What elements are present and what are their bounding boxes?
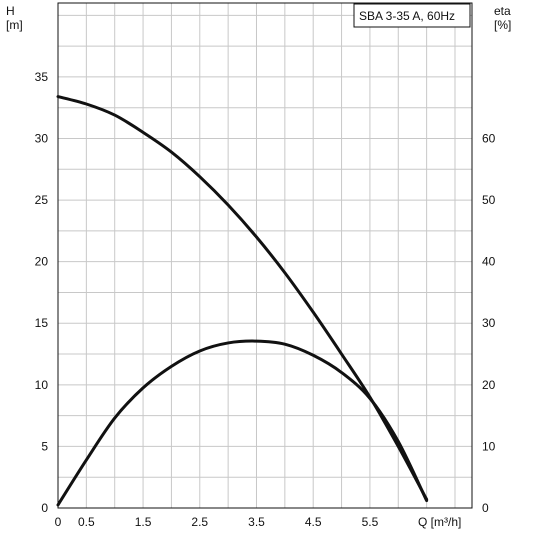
x-tick-labels: 0 0.5 1.5 2.5 3.5 4.5 5.5 xyxy=(55,515,379,529)
y-left-axis-unit: [m] xyxy=(6,18,23,32)
y-right-tick-label: 20 xyxy=(482,378,496,392)
y-left-tick-labels: 0 5 10 15 20 25 30 35 xyxy=(35,70,49,515)
chart-title: SBA 3-35 A, 60Hz xyxy=(359,9,455,23)
y-left-axis-title: H xyxy=(6,4,15,18)
y-left-tick-label: 20 xyxy=(35,255,49,269)
y-left-tick-label: 0 xyxy=(41,501,48,515)
y-right-axis-unit: [%] xyxy=(494,18,511,32)
chart-series xyxy=(56,95,429,507)
head-curve xyxy=(56,95,429,501)
efficiency-curve xyxy=(56,339,429,507)
x-tick-label: 3.5 xyxy=(248,515,265,529)
y-right-tick-label: 30 xyxy=(482,316,496,330)
x-tick-label: 2.5 xyxy=(191,515,208,529)
y-left-tick-label: 5 xyxy=(41,439,48,453)
x-tick-label: 4.5 xyxy=(305,515,322,529)
plot-frame xyxy=(57,2,473,509)
x-tick-label: 0.5 xyxy=(78,515,95,529)
y-right-tick-label: 60 xyxy=(482,131,496,145)
x-tick-label: 1.5 xyxy=(135,515,152,529)
y-right-tick-label: 10 xyxy=(482,439,496,453)
y-right-tick-label: 50 xyxy=(482,193,496,207)
y-left-tick-label: 25 xyxy=(35,193,49,207)
y-left-tick-label: 10 xyxy=(35,378,49,392)
x-tick-label: 0 xyxy=(55,515,62,529)
y-right-tick-labels: 0 10 20 30 40 50 60 xyxy=(482,131,496,515)
y-right-tick-label: 40 xyxy=(482,255,496,269)
y-left-tick-label: 30 xyxy=(35,131,49,145)
y-left-tick-label: 35 xyxy=(35,70,49,84)
x-tick-label: 5.5 xyxy=(362,515,379,529)
y-left-tick-label: 15 xyxy=(35,316,49,330)
x-axis-title: Q [m³/h] xyxy=(418,515,461,529)
y-right-axis-title: eta xyxy=(494,4,511,18)
legend-box xyxy=(353,3,471,28)
chart-grid xyxy=(58,3,472,508)
y-right-tick-label: 0 xyxy=(482,501,489,515)
